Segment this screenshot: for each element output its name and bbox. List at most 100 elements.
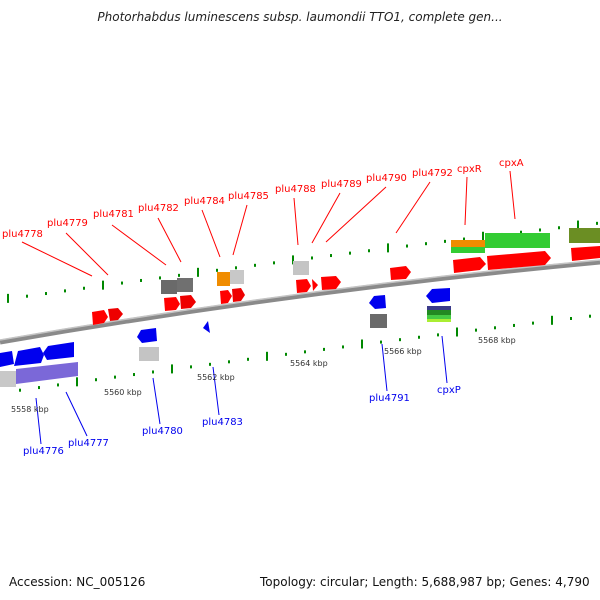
gene-next-block[interactable] [569, 228, 600, 243]
gene-cpxA[interactable] [487, 251, 551, 270]
gene-label-plu4782[interactable]: plu4782 [138, 203, 179, 214]
gene-plu4778[interactable] [92, 310, 108, 325]
gene-plu4791[interactable] [369, 295, 386, 309]
gene-label-plu4790[interactable]: plu4790 [366, 173, 407, 184]
tick-mark [114, 375, 116, 379]
gene-plu4775[interactable] [0, 351, 14, 367]
tick-mark [399, 338, 401, 342]
tick-mark [64, 289, 66, 293]
gene-label-plu4792[interactable]: plu4792 [412, 168, 453, 179]
tick-mark [387, 243, 389, 253]
gene-plu4785-block[interactable] [230, 270, 244, 284]
topology-summary: Topology: circular; Length: 5,688,987 bp… [260, 575, 590, 589]
gene-plu4781[interactable] [164, 297, 180, 311]
gene-cpxP-block[interactable] [427, 306, 451, 322]
gene-label-plu4789[interactable]: plu4789 [321, 179, 362, 190]
gene-plu4788-block[interactable] [293, 261, 309, 275]
gene-plu4791-block[interactable] [370, 314, 387, 328]
leader-line [21, 241, 93, 277]
gene-plu4788[interactable] [296, 279, 311, 293]
gene-plu4784-block[interactable] [217, 272, 230, 286]
gene-cpxA-block[interactable] [485, 233, 550, 248]
gene-label-cpxP[interactable]: cpxP [437, 385, 461, 396]
leader-line [201, 209, 221, 258]
gene-label-cpxA[interactable]: cpxA [499, 158, 524, 169]
tick-mark [121, 281, 123, 285]
tick-mark [456, 327, 458, 337]
gene-label-cpxR[interactable]: cpxR [457, 164, 482, 175]
gene-label-plu4777[interactable]: plu4777 [68, 438, 109, 449]
gene-plu4777-block[interactable] [16, 362, 78, 384]
tick-mark [418, 335, 420, 339]
gene-plu4789[interactable] [312, 279, 318, 291]
tick-mark [520, 230, 522, 234]
gene-next[interactable] [571, 246, 600, 261]
tick-mark [425, 242, 427, 246]
gene-label-plu4783[interactable]: plu4783 [202, 417, 243, 428]
gene-label-plu4781[interactable]: plu4781 [93, 209, 134, 220]
leader-line [464, 176, 468, 226]
tick-mark [361, 339, 363, 349]
leader-line [441, 335, 448, 384]
tick-mark [216, 268, 218, 272]
tick-mark [311, 256, 313, 260]
gene-plu4792[interactable] [390, 266, 411, 280]
tick-mark [437, 333, 439, 337]
leader-line [381, 343, 388, 392]
tick-mark [57, 383, 59, 387]
tick-mark [171, 364, 173, 374]
tick-mark [368, 249, 370, 253]
tick-mark [589, 314, 591, 318]
gene-cpxR[interactable] [453, 257, 486, 273]
gene-label-plu4784[interactable]: plu4784 [184, 196, 225, 207]
tick-mark [95, 378, 97, 382]
gene-plu4777[interactable] [43, 342, 74, 360]
gene-label-plu4791[interactable]: plu4791 [369, 393, 410, 404]
leader-line [212, 366, 220, 416]
tick-mark [570, 316, 572, 320]
gene-plu4782-block[interactable] [177, 278, 193, 292]
tick-mark [482, 231, 484, 241]
gene-plu4780-block[interactable] [139, 347, 159, 361]
tick-mark [323, 347, 325, 351]
gene-label-plu4785[interactable]: plu4785 [228, 191, 269, 202]
leader-line [111, 224, 167, 266]
leader-line [65, 232, 109, 276]
gene-plu4780[interactable] [137, 328, 157, 343]
tick-mark [26, 294, 28, 298]
gene-cpxR-block[interactable] [451, 240, 485, 253]
gene-label-plu4776[interactable]: plu4776 [23, 446, 64, 457]
gene-cpxP[interactable] [426, 288, 450, 303]
tick-mark [178, 273, 180, 277]
gene-plu4782[interactable] [180, 295, 196, 309]
tick-mark [266, 351, 268, 361]
leader-line [293, 197, 299, 246]
gene-plu4776[interactable] [14, 347, 44, 366]
tick-mark [342, 345, 344, 349]
gene-plu4781-block[interactable] [161, 280, 177, 294]
tick-mark [513, 323, 515, 327]
gene-plu4785[interactable] [232, 288, 245, 302]
gene-label-plu4788[interactable]: plu4788 [275, 184, 316, 195]
tick-mark [494, 326, 496, 330]
gene-plu4779[interactable] [108, 308, 123, 321]
gene-label-plu4778[interactable]: plu4778 [2, 229, 43, 240]
scale-tick-label: 5564 kbp [290, 359, 328, 368]
tick-mark [532, 321, 534, 325]
tick-mark [7, 293, 9, 303]
gene-label-plu4780[interactable]: plu4780 [142, 426, 183, 437]
gene-plu4790[interactable] [321, 276, 341, 290]
tick-mark [273, 261, 275, 265]
tick-mark [254, 263, 256, 267]
tick-mark [596, 221, 598, 225]
tick-mark [551, 315, 553, 325]
tick-mark [83, 286, 85, 290]
scale-labels: 5558 kbp 5560 kbp 5562 kbp 5564 kbp 5566 kbp… [11, 336, 516, 414]
tick-mark [197, 267, 199, 277]
tick-mark [140, 278, 142, 282]
gene-label-plu4779[interactable]: plu4779 [47, 218, 88, 229]
gene-plu4784[interactable] [220, 290, 232, 304]
gene-plu4783[interactable] [203, 321, 210, 333]
gene-plu4776-block[interactable] [0, 371, 16, 387]
